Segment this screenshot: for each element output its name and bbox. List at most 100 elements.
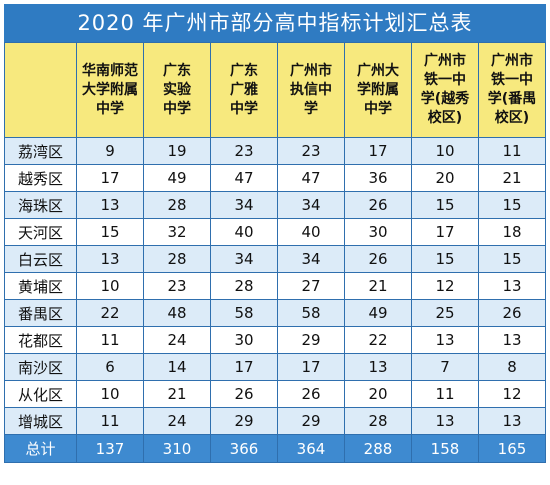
- total-value-cell: 364: [277, 434, 345, 463]
- value-cell: 20: [344, 380, 412, 408]
- value-cell: 9: [76, 137, 144, 165]
- value-cell: 18: [478, 218, 546, 246]
- total-value-cell: 288: [344, 434, 412, 463]
- value-cell: 22: [344, 326, 412, 354]
- value-cell: 24: [143, 407, 211, 435]
- table-row: 海珠区 13 28 34 34 26 15 15: [4, 191, 546, 219]
- column-header: 广州市 铁一中 学(番禺 校区): [478, 42, 546, 138]
- value-cell: 28: [143, 245, 211, 273]
- value-cell: 49: [344, 299, 412, 327]
- value-cell: 49: [143, 164, 211, 192]
- value-cell: 24: [143, 326, 211, 354]
- district-cell: 荔湾区: [4, 137, 77, 165]
- value-cell: 17: [76, 164, 144, 192]
- value-cell: 47: [210, 164, 278, 192]
- value-cell: 12: [478, 380, 546, 408]
- district-cell: 海珠区: [4, 191, 77, 219]
- table-title: 2020 年广州市部分高中指标计划汇总表: [4, 4, 546, 42]
- value-cell: 13: [411, 407, 479, 435]
- table-row: 增城区 11 24 29 29 28 13 13: [4, 407, 546, 435]
- value-cell: 7: [411, 353, 479, 381]
- table-row: 从化区 10 21 26 26 20 11 12: [4, 380, 546, 408]
- value-cell: 48: [143, 299, 211, 327]
- value-cell: 14: [143, 353, 211, 381]
- value-cell: 47: [277, 164, 345, 192]
- value-cell: 32: [143, 218, 211, 246]
- value-cell: 28: [143, 191, 211, 219]
- value-cell: 13: [478, 407, 546, 435]
- value-cell: 15: [478, 245, 546, 273]
- value-cell: 22: [76, 299, 144, 327]
- quota-table: 华南师范 大学附属 中学 广东 实验 中学 广东 广雅 中学 广州市 执信中学 广州大 学附属中…: [4, 42, 546, 463]
- table-row: 越秀区 17 49 47 47 36 20 21: [4, 164, 546, 192]
- value-cell: 15: [76, 218, 144, 246]
- value-cell: 13: [411, 326, 479, 354]
- value-cell: 26: [478, 299, 546, 327]
- value-cell: 17: [210, 353, 278, 381]
- value-cell: 29: [277, 407, 345, 435]
- value-cell: 10: [76, 272, 144, 300]
- table-row: 天河区 15 32 40 40 30 17 18: [4, 218, 546, 246]
- total-value-cell: 137: [76, 434, 144, 463]
- value-cell: 21: [143, 380, 211, 408]
- value-cell: 17: [411, 218, 479, 246]
- value-cell: 23: [277, 137, 345, 165]
- value-cell: 34: [210, 191, 278, 219]
- total-row: 总计 137 310 366 364 288 158 165: [4, 434, 546, 463]
- value-cell: 25: [411, 299, 479, 327]
- table-row: 南沙区 6 14 17 17 13 7 8: [4, 353, 546, 381]
- value-cell: 29: [277, 326, 345, 354]
- district-cell: 南沙区: [4, 353, 77, 381]
- value-cell: 23: [143, 272, 211, 300]
- total-value-cell: 366: [210, 434, 278, 463]
- value-cell: 40: [277, 218, 345, 246]
- value-cell: 29: [210, 407, 278, 435]
- value-cell: 28: [344, 407, 412, 435]
- value-cell: 58: [277, 299, 345, 327]
- value-cell: 15: [411, 245, 479, 273]
- value-cell: 34: [277, 245, 345, 273]
- value-cell: 10: [76, 380, 144, 408]
- total-value-cell: 158: [411, 434, 479, 463]
- value-cell: 19: [143, 137, 211, 165]
- column-header: 广州大 学附属 中学: [344, 42, 412, 138]
- header-row: 华南师范 大学附属 中学 广东 实验 中学 广东 广雅 中学 广州市 执信中学 广州大 学附属中…: [4, 42, 546, 138]
- value-cell: 11: [478, 137, 546, 165]
- value-cell: 12: [411, 272, 479, 300]
- column-header: 广东 广雅 中学: [210, 42, 278, 138]
- corner-cell: [4, 42, 77, 138]
- value-cell: 11: [76, 407, 144, 435]
- column-header: 华南师范 大学附属 中学: [76, 42, 144, 138]
- value-cell: 30: [344, 218, 412, 246]
- value-cell: 26: [210, 380, 278, 408]
- column-header: 广州市 执信中学: [277, 42, 345, 138]
- table-row: 花都区 11 24 30 29 22 13 13: [4, 326, 546, 354]
- district-cell: 白云区: [4, 245, 77, 273]
- district-cell: 花都区: [4, 326, 77, 354]
- total-value-cell: 165: [478, 434, 546, 463]
- column-header: 广州市 铁一中 学(越秀 校区): [411, 42, 479, 138]
- value-cell: 11: [76, 326, 144, 354]
- total-label: 总计: [4, 434, 77, 463]
- column-header: 广东 实验 中学: [143, 42, 211, 138]
- district-cell: 增城区: [4, 407, 77, 435]
- value-cell: 17: [277, 353, 345, 381]
- value-cell: 8: [478, 353, 546, 381]
- value-cell: 20: [411, 164, 479, 192]
- value-cell: 17: [344, 137, 412, 165]
- value-cell: 13: [478, 272, 546, 300]
- district-cell: 番禺区: [4, 299, 77, 327]
- value-cell: 30: [210, 326, 278, 354]
- value-cell: 27: [277, 272, 345, 300]
- value-cell: 13: [76, 191, 144, 219]
- value-cell: 15: [478, 191, 546, 219]
- district-cell: 越秀区: [4, 164, 77, 192]
- value-cell: 26: [277, 380, 345, 408]
- value-cell: 34: [277, 191, 345, 219]
- value-cell: 13: [344, 353, 412, 381]
- table-row: 白云区 13 28 34 34 26 15 15: [4, 245, 546, 273]
- value-cell: 34: [210, 245, 278, 273]
- value-cell: 15: [411, 191, 479, 219]
- value-cell: 13: [478, 326, 546, 354]
- value-cell: 10: [411, 137, 479, 165]
